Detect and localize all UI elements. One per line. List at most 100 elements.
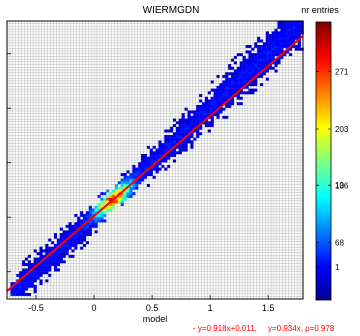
density-cell: [283, 53, 287, 57]
density-cell: [85, 224, 90, 228]
density-cell: [170, 140, 174, 144]
density-cell: [260, 72, 264, 76]
density-cell: [219, 83, 223, 87]
density-cell: [62, 233, 66, 236]
density-cell: [262, 58, 267, 62]
density-cell: [254, 55, 258, 59]
density-cell: [262, 72, 267, 76]
density-cell: [231, 83, 235, 87]
density-cell: [199, 115, 203, 119]
density-cell: [54, 233, 58, 236]
density-cell: [277, 23, 281, 27]
density-cell: [277, 58, 281, 62]
density-cell: [164, 134, 168, 138]
density-cell: [286, 39, 290, 43]
density-cell: [143, 175, 148, 179]
density-cell: [94, 208, 98, 212]
density-cell: [289, 23, 293, 27]
density-cell: [62, 252, 66, 256]
density-cell: [300, 28, 304, 32]
density-cell: [85, 241, 90, 245]
density-cell: [83, 243, 87, 247]
density-cell: [289, 31, 293, 35]
density-cell: [85, 227, 90, 231]
density-cell: [100, 211, 104, 215]
density-cell: [109, 194, 113, 198]
density-cell: [216, 110, 220, 114]
density-cell: [155, 151, 159, 155]
density-cell: [291, 44, 296, 48]
density-cell: [239, 96, 243, 100]
density-cell: [225, 83, 229, 87]
density-cell: [71, 254, 75, 258]
density-cell: [199, 110, 203, 114]
x-tick-label: 0: [92, 303, 97, 313]
density-cell: [190, 126, 194, 130]
density-cell: [248, 88, 252, 92]
density-cell: [71, 235, 75, 239]
density-cell: [251, 64, 255, 67]
density-cell: [213, 91, 217, 95]
density-cell: [248, 83, 252, 87]
density-cell: [167, 137, 171, 141]
density-cell: [80, 233, 84, 236]
density-cell: [251, 91, 255, 95]
density-cell: [152, 167, 156, 171]
density-cell: [103, 197, 107, 201]
density-cell: [74, 246, 78, 250]
density-cell: [196, 118, 200, 122]
density-cell: [213, 88, 217, 92]
density-cell: [280, 20, 284, 24]
density-cell: [80, 227, 84, 231]
density-cell: [286, 36, 290, 40]
density-cell: [262, 50, 267, 54]
density-cell: [283, 39, 287, 43]
density-cell: [210, 80, 214, 84]
density-cell: [277, 47, 281, 51]
density-cell: [120, 181, 124, 185]
density-cell: [204, 104, 209, 108]
density-cell: [22, 290, 26, 294]
density-cell: [77, 230, 81, 234]
density-cell: [167, 145, 171, 149]
density-cell: [45, 271, 49, 275]
density-cell: [85, 222, 90, 226]
density-cell: [45, 243, 49, 247]
density-cell: [257, 55, 261, 59]
density-cell: [251, 88, 255, 92]
density-cell: [260, 50, 264, 54]
density-cell: [239, 80, 243, 84]
density-cell: [274, 31, 278, 35]
density-cell: [178, 151, 182, 155]
density-cell: [152, 151, 156, 155]
density-cell: [91, 208, 95, 212]
density-cell: [123, 192, 127, 196]
density-cell: [254, 66, 258, 70]
density-cell: [228, 88, 232, 92]
density-cell: [161, 148, 165, 152]
density-cell: [149, 162, 153, 166]
density-cell: [187, 140, 191, 144]
density-cell: [294, 31, 298, 35]
density-cell: [300, 20, 304, 24]
density-cell: [251, 61, 255, 65]
density-cell: [228, 91, 232, 95]
density-cell: [33, 276, 37, 280]
density-cell: [39, 252, 43, 256]
density-cell: [274, 36, 278, 40]
density-cell: [271, 42, 275, 46]
density-cell: [71, 241, 75, 245]
density-cell: [245, 74, 249, 78]
density-cell: [120, 186, 124, 190]
density-cell: [245, 50, 249, 54]
density-cell: [138, 178, 142, 182]
density-cell: [286, 23, 290, 27]
density-cell: [123, 175, 127, 179]
density-cell: [103, 213, 107, 217]
density-cell: [71, 230, 75, 234]
density-cell: [239, 61, 243, 65]
density-cell: [56, 257, 61, 261]
density-cell: [59, 260, 63, 264]
density-cell: [42, 265, 46, 269]
density-cell: [187, 129, 191, 133]
